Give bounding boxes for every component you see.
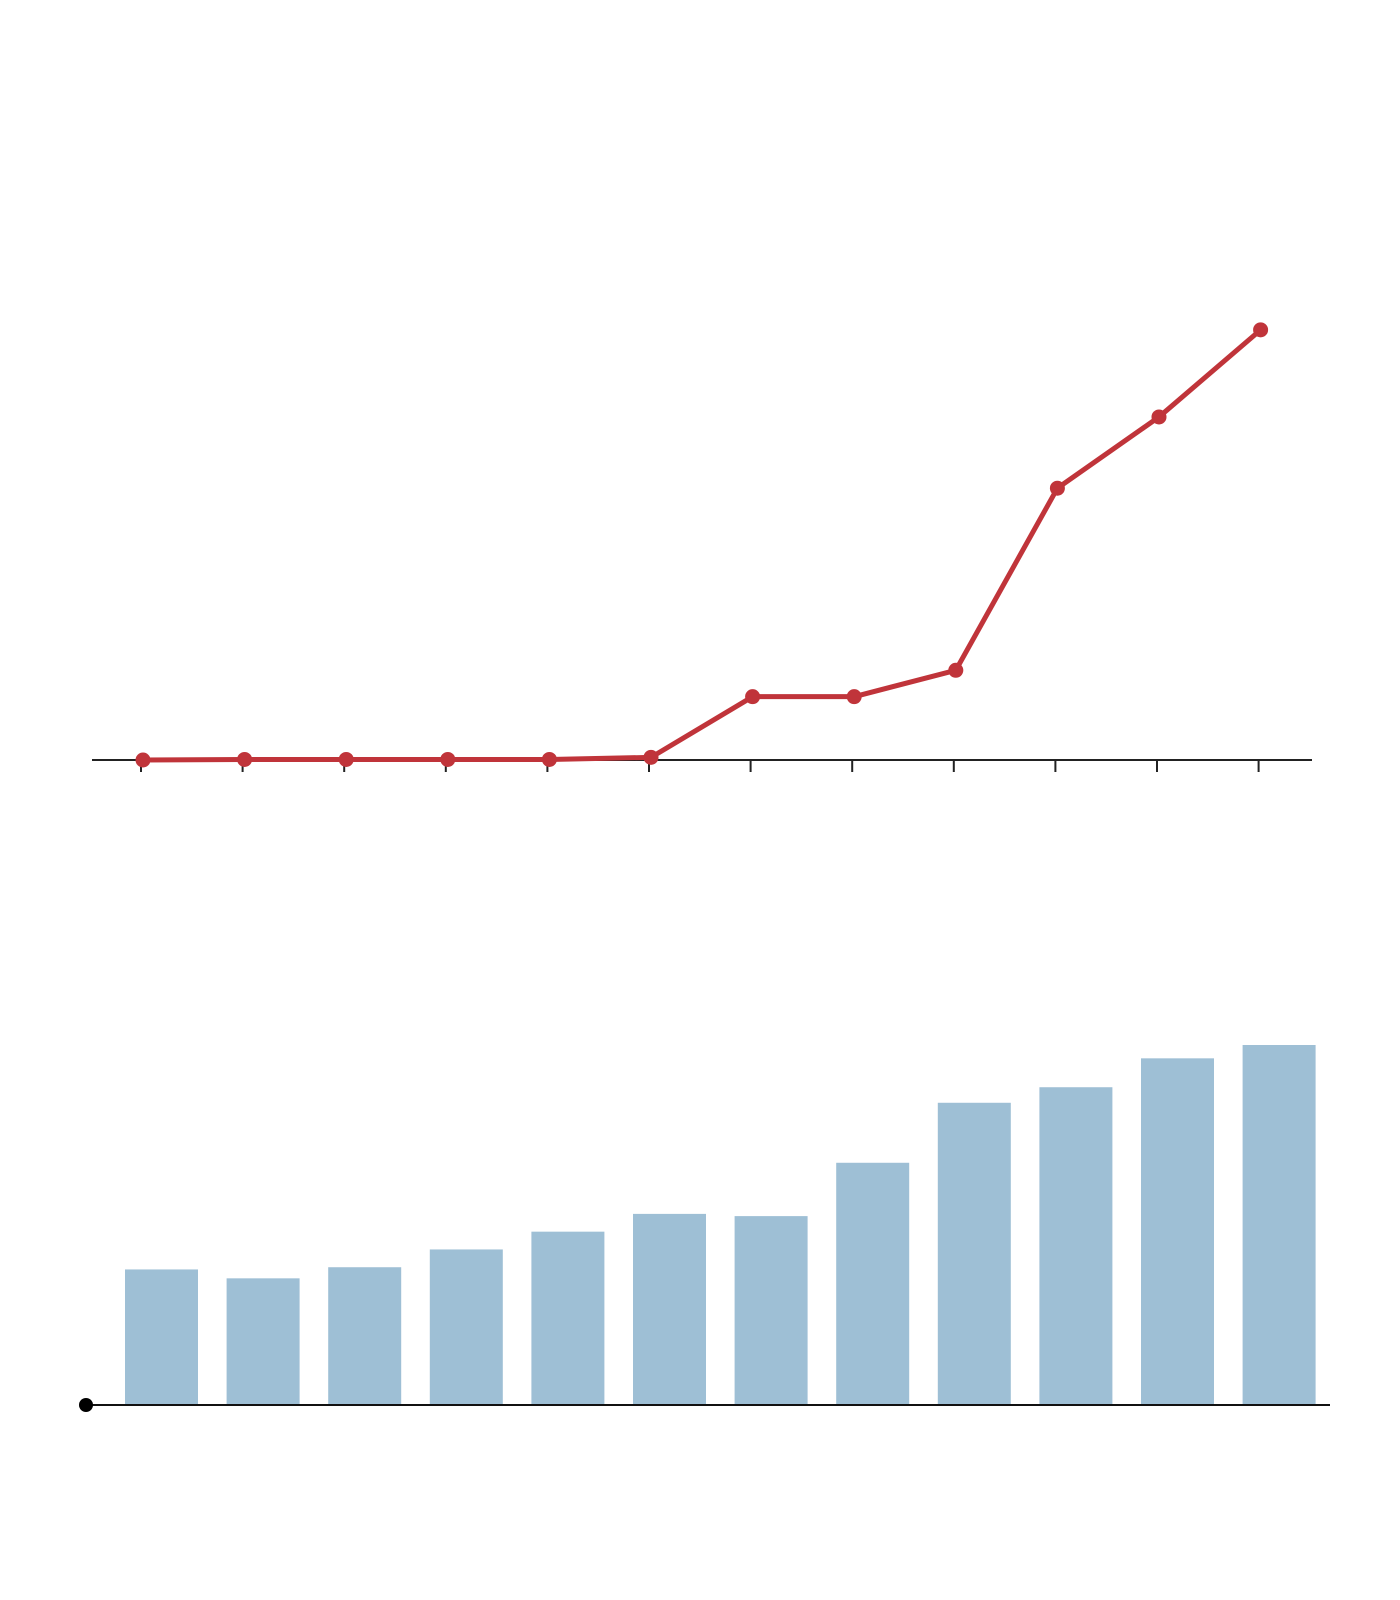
line-series: [140, 327, 1264, 763]
bar: [734, 1216, 808, 1405]
bar: [1039, 1087, 1113, 1405]
line-point: [338, 751, 354, 767]
bar: [1141, 1058, 1214, 1405]
line-point: [541, 751, 557, 767]
line-point: [846, 689, 862, 705]
bar: [633, 1213, 706, 1405]
line-point: [643, 749, 659, 765]
bar-chart: [79, 1045, 1330, 1412]
line-point: [440, 751, 456, 767]
bar: [531, 1231, 605, 1405]
bar: [836, 1162, 910, 1405]
line-chart: [92, 322, 1312, 772]
line-point: [237, 751, 253, 767]
bar: [226, 1278, 300, 1405]
bar: [937, 1102, 1011, 1405]
line-point: [745, 689, 761, 705]
bar: [328, 1267, 402, 1405]
line-point: [1049, 480, 1065, 496]
baseline-origin-dot: [79, 1398, 93, 1412]
line-point: [948, 662, 964, 678]
bar: [429, 1249, 503, 1405]
line-point: [135, 752, 151, 768]
line-point: [1151, 409, 1167, 425]
bar: [1242, 1045, 1316, 1405]
line-point: [1253, 322, 1269, 338]
bar: [125, 1269, 198, 1405]
